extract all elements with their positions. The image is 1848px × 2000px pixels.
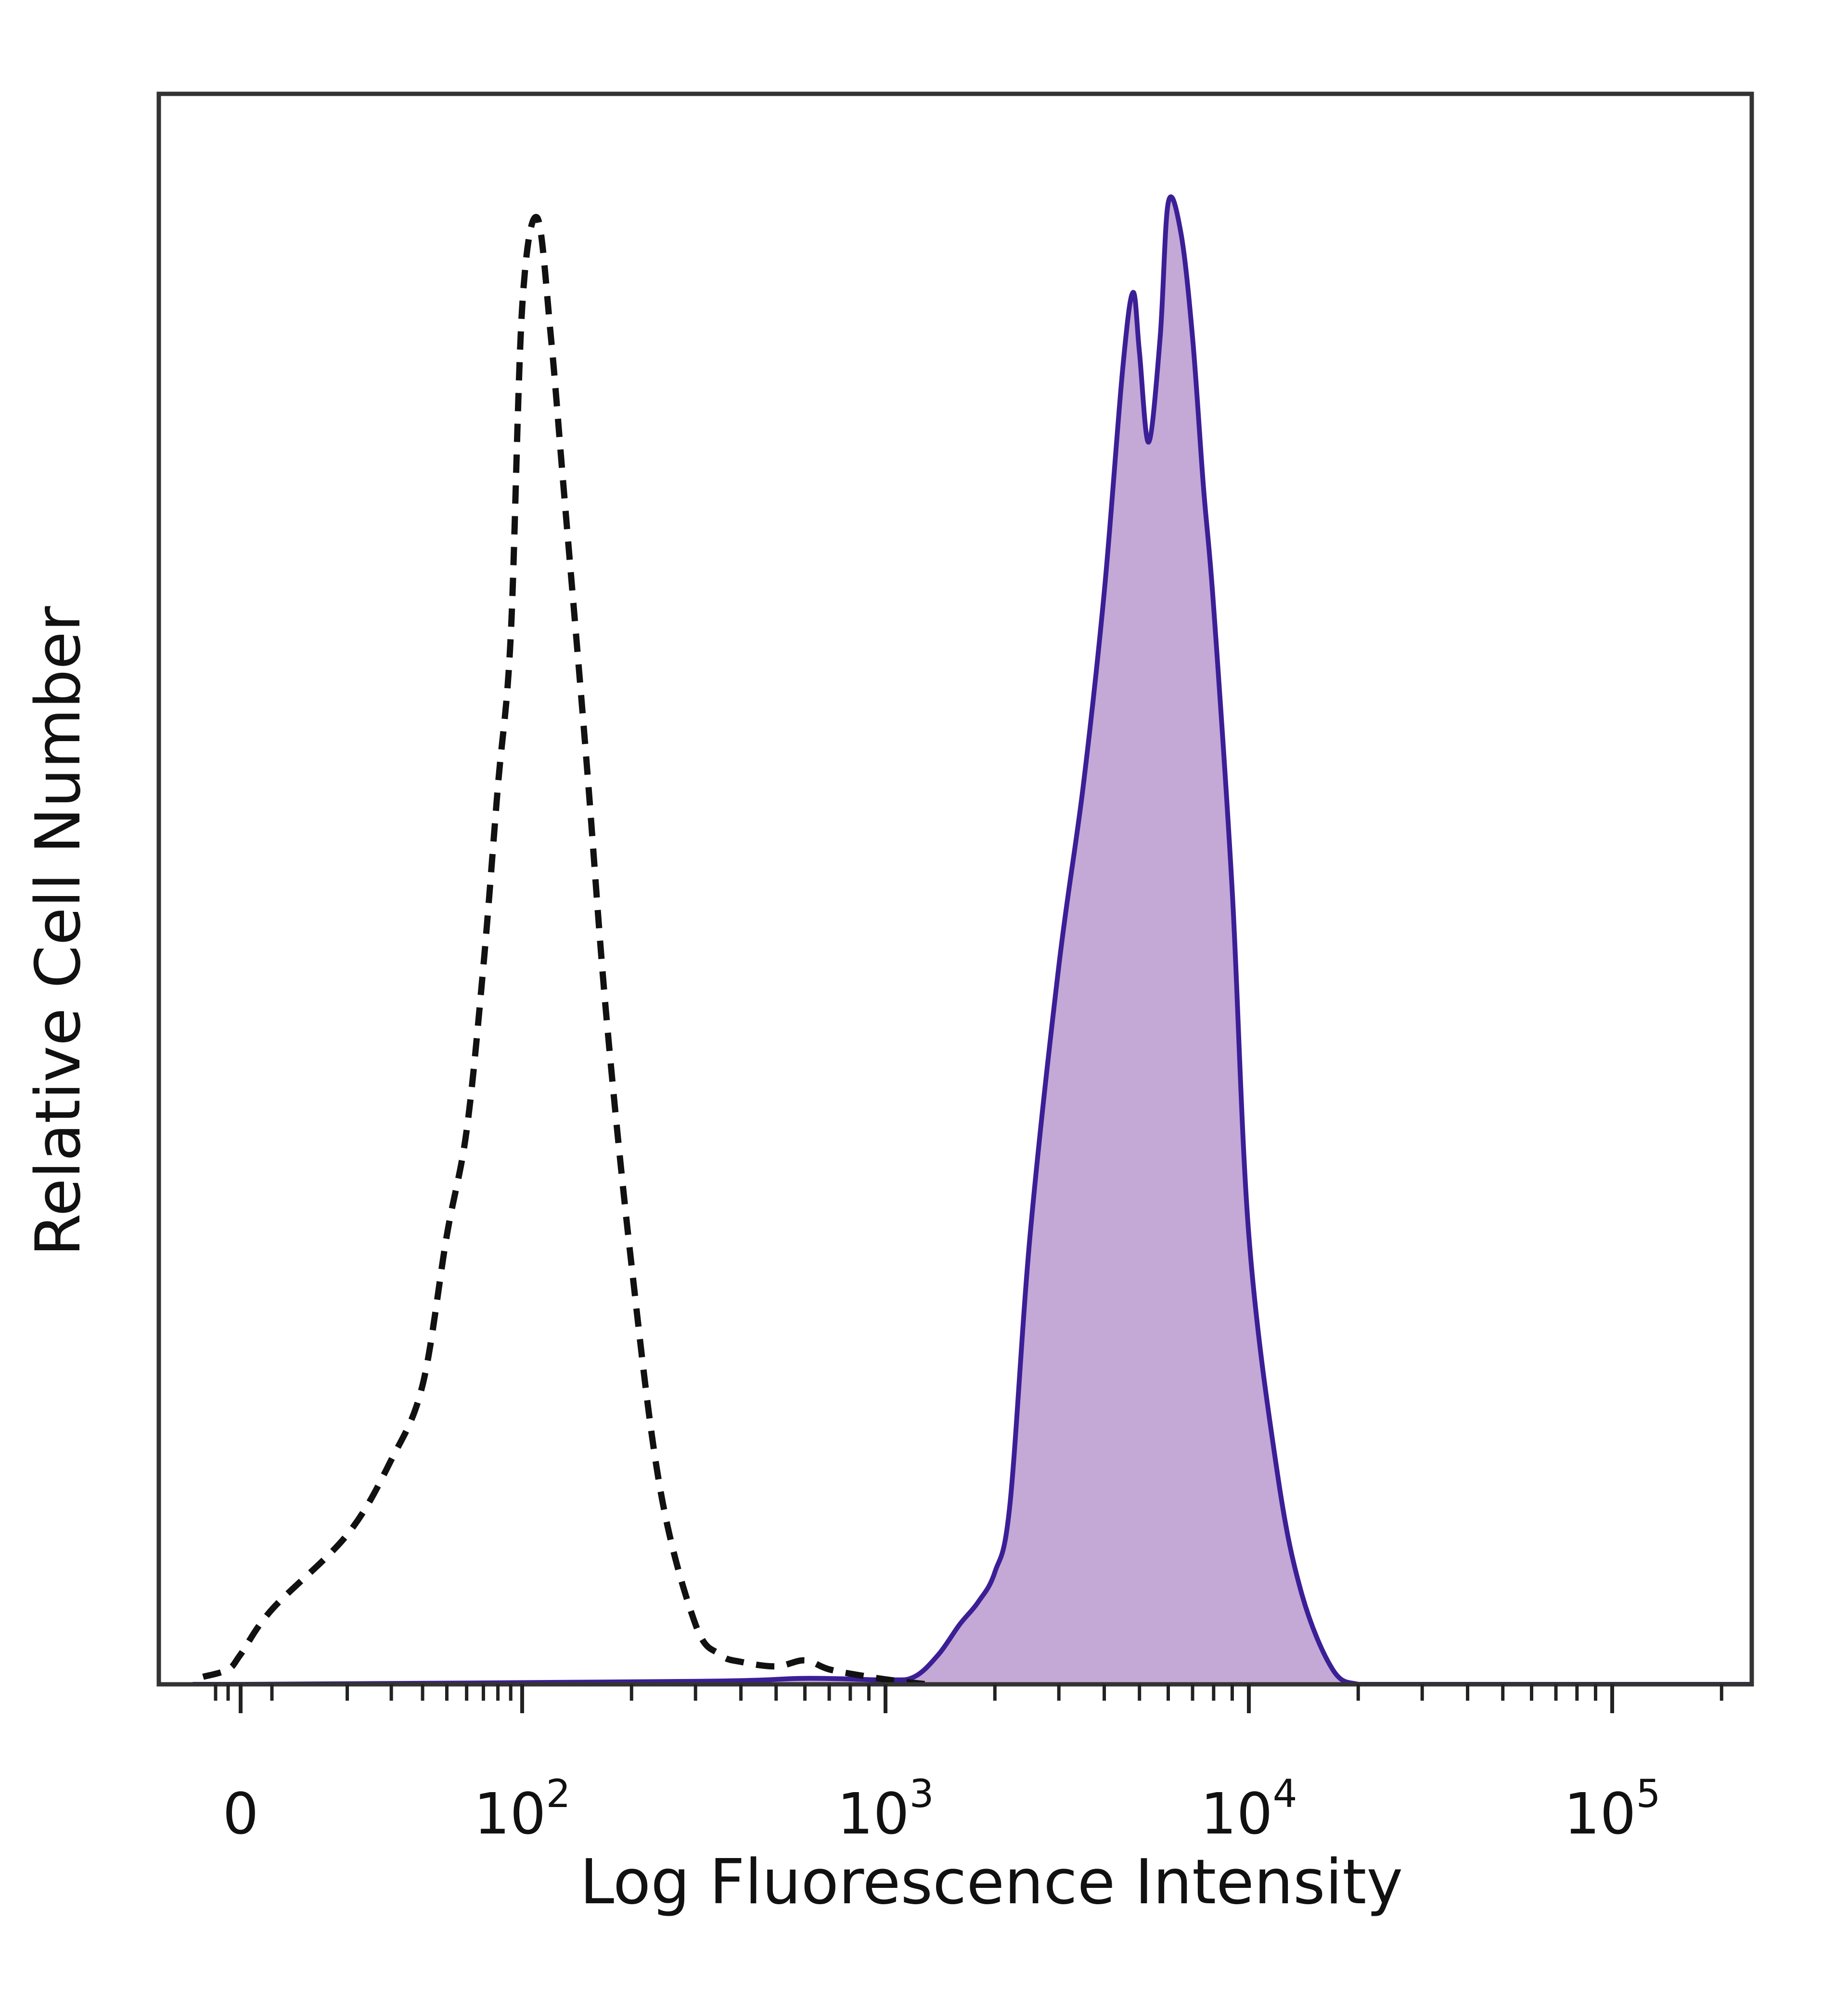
x-tick-label: 103 [837, 1771, 934, 1847]
plot-frame [156, 91, 1754, 1687]
frame-layer [156, 91, 1754, 1687]
x-axis-label: Log Fluorescence Intensity [580, 1846, 1403, 1918]
x-tick-label: 0 [222, 1781, 258, 1847]
x-tick-label: 102 [474, 1771, 570, 1847]
x-tick-label: 105 [1564, 1771, 1660, 1847]
stained-histogram-fill [193, 196, 1752, 1684]
series-layer [191, 194, 1752, 1684]
x-tick-label: 104 [1200, 1771, 1297, 1847]
y-axis-label: Relative Cell Number [23, 606, 94, 1256]
control-histogram-line [202, 214, 927, 1684]
stained-histogram-line [191, 194, 1752, 1684]
tick-layer: 0 102 103 104 105 [214, 1684, 1723, 1847]
